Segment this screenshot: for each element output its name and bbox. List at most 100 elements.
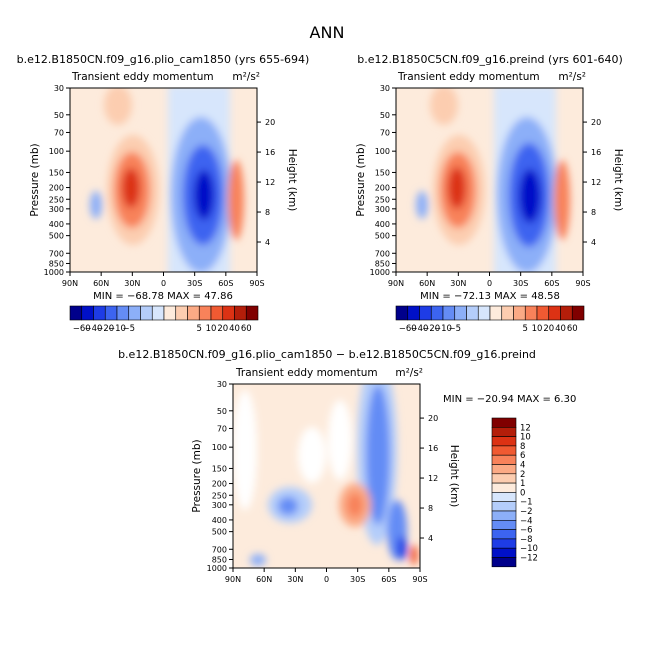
- colorbar-label: 5: [523, 324, 528, 334]
- colorbar-label: 12: [520, 423, 531, 433]
- y2-tick-label: 8: [265, 208, 270, 217]
- colorbar-box: [419, 305, 432, 321]
- panel-1-title: b.e12.B1850CN.f09_g16.plio_cam1850 (yrs …: [17, 53, 310, 66]
- panel-3-white-mid: [298, 427, 326, 483]
- colorbar-box: [163, 305, 177, 321]
- y-tick-label: 50: [380, 111, 390, 120]
- panel-3-white-left: [233, 390, 257, 510]
- y-tick-label: 300: [49, 205, 64, 214]
- panel-1: b.e12.B1850CN.f09_g16.plio_cam1850 (yrs …: [17, 53, 310, 334]
- colorbar-box: [466, 305, 479, 321]
- panel-1-stats: MIN = −68.78 MAX = 47.86: [93, 291, 233, 302]
- x-tick-label: 60S: [381, 575, 396, 584]
- panel-3-stats: MIN = −20.94 MAX = 6.30: [443, 394, 576, 405]
- colorbar-box: [477, 305, 491, 321]
- y2-tick-label: 4: [265, 238, 270, 247]
- y-tick-label: 50: [54, 111, 64, 120]
- panel-1-subtitle: Transient eddy momentum: [71, 71, 214, 83]
- colorbar-box: [524, 305, 538, 321]
- x-tick-label: 60N: [256, 575, 272, 584]
- colorbar-label: −20: [96, 324, 114, 334]
- panel-1-red-top: [104, 88, 132, 125]
- panel-2-title: b.e12.B1850C5CN.f09_g16.preind (yrs 601-…: [357, 53, 623, 66]
- panel-1-colorbar: −60−40−20−10−5 5 10 20 40 60: [69, 305, 259, 334]
- colorbar-box: [571, 305, 585, 321]
- y-tick-label: 1000: [370, 268, 390, 277]
- panel-3-units: m²/s²: [395, 367, 423, 379]
- colorbar-label: 4: [520, 461, 525, 471]
- y-tick-label: 500: [375, 232, 390, 241]
- panel-1-units: m²/s²: [232, 71, 260, 83]
- panel-3-red-blob-core: [347, 493, 363, 517]
- y-tick-label: 150: [212, 464, 227, 473]
- panel-2-red-right: [554, 160, 570, 240]
- panel-2-subtitle: Transient eddy momentum: [397, 71, 540, 83]
- y-tick-label: 500: [212, 528, 227, 537]
- y-tick-label: 50: [217, 407, 227, 416]
- colorbar-label: −5: [448, 324, 461, 334]
- colorbar-box: [245, 305, 259, 321]
- y2-tick-label: 12: [265, 178, 275, 187]
- y-tick-label: 200: [49, 184, 64, 193]
- y2-tick-label: 20: [428, 414, 438, 423]
- colorbar-box: [491, 529, 517, 540]
- panel-3: b.e12.B1850CN.f09_g16.plio_cam1850 − b.e…: [118, 348, 576, 584]
- y-tick-label: 250: [49, 195, 64, 204]
- y-tick-label: 1000: [44, 268, 64, 277]
- colorbar-box: [454, 305, 467, 321]
- panel-2-red-top: [430, 88, 458, 125]
- colorbar-label: −60: [399, 324, 417, 334]
- x-tick-label: 60N: [93, 279, 109, 288]
- colorbar-box: [222, 305, 235, 321]
- y2-tick-label: 16: [265, 148, 275, 157]
- colorbar-label: −5: [122, 324, 135, 334]
- y-tick-label: 300: [212, 501, 227, 510]
- panel-2-red-core: [448, 167, 466, 209]
- colorbar-box: [491, 519, 517, 530]
- y-tick-label: 30: [54, 84, 64, 93]
- y-tick-label: 250: [212, 491, 227, 500]
- x-tick-label: 60S: [218, 279, 233, 288]
- panel-1-red-right: [228, 160, 244, 240]
- y-tick-label: 400: [212, 516, 227, 525]
- y-tick-label: 500: [49, 232, 64, 241]
- colorbar-box: [69, 305, 83, 321]
- panel-1-ylabel: Pressure (mb): [29, 143, 41, 216]
- x-tick-label: 90N: [225, 575, 241, 584]
- x-tick-label: 60S: [544, 279, 559, 288]
- y-tick-label: 100: [212, 443, 227, 452]
- x-tick-label: 30S: [350, 575, 365, 584]
- x-tick-label: 90S: [412, 575, 427, 584]
- panel-1-field: [90, 88, 244, 272]
- y-tick-label: 70: [54, 128, 64, 137]
- panel-3-white-center: [328, 400, 352, 480]
- y-tick-label: 1000: [207, 564, 227, 573]
- panel-2-ylabel: Pressure (mb): [355, 143, 367, 216]
- colorbar-box: [491, 436, 517, 447]
- x-tick-label: 90S: [575, 279, 590, 288]
- panel-1-red-core: [122, 168, 140, 208]
- y-tick-label: 200: [375, 184, 390, 193]
- x-tick-label: 30S: [187, 279, 202, 288]
- x-tick-label: 0: [161, 279, 166, 288]
- colorbar-label: 2: [520, 470, 525, 480]
- y2-tick-label: 12: [428, 474, 438, 483]
- panel-2: b.e12.B1850C5CN.f09_g16.preind (yrs 601-…: [355, 53, 624, 334]
- y-tick-label: 70: [217, 424, 227, 433]
- colorbar-box: [548, 305, 561, 321]
- colorbar-box: [491, 482, 517, 493]
- panel-2-colorbar: −60−40−20−10−5 5 10 20 40 60: [395, 305, 585, 334]
- colorbar-label: 8: [520, 442, 525, 452]
- colorbar-label: 0: [520, 488, 525, 498]
- y2-tick-label: 16: [428, 444, 438, 453]
- x-tick-label: 0: [487, 279, 492, 288]
- colorbar-box: [491, 464, 517, 475]
- y-tick-label: 30: [217, 380, 227, 389]
- colorbar-box: [491, 557, 517, 568]
- colorbar-box: [81, 305, 94, 321]
- colorbar-box: [395, 305, 409, 321]
- colorbar-label: 20: [217, 324, 228, 334]
- colorbar-box: [491, 510, 517, 521]
